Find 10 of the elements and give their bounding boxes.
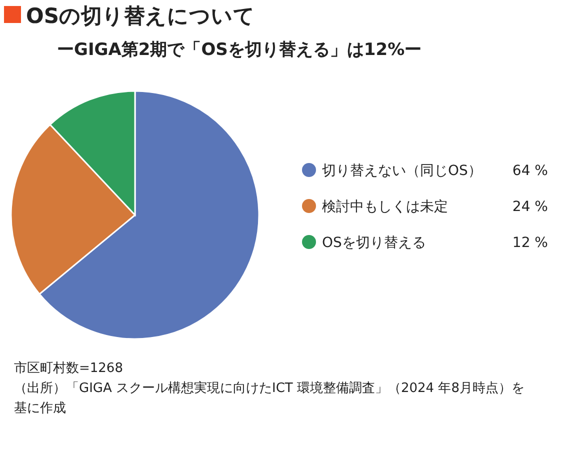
- text: （出所）「GIGA スクール構想実現に向けたICT 環境整備調査」（2024 年8月時点）を基に作成: [14, 380, 524, 416]
- chart-title: OSの切り替えについて: [26, 4, 255, 28]
- legend-label: 検討中もしくは未定: [322, 199, 448, 215]
- legend-label: 切り替えない（同じOS）: [322, 163, 482, 179]
- text: 市区町村数=1268: [14, 361, 123, 376]
- chart-subtitle: ーGIGA第2期で「OSを切り替える」は12%ー: [57, 40, 422, 60]
- data-label: 24 %: [512, 199, 548, 215]
- data-label: 64 %: [512, 163, 548, 179]
- legend-label: OSを切り替える: [322, 235, 426, 251]
- data-label: 12 %: [512, 235, 548, 251]
